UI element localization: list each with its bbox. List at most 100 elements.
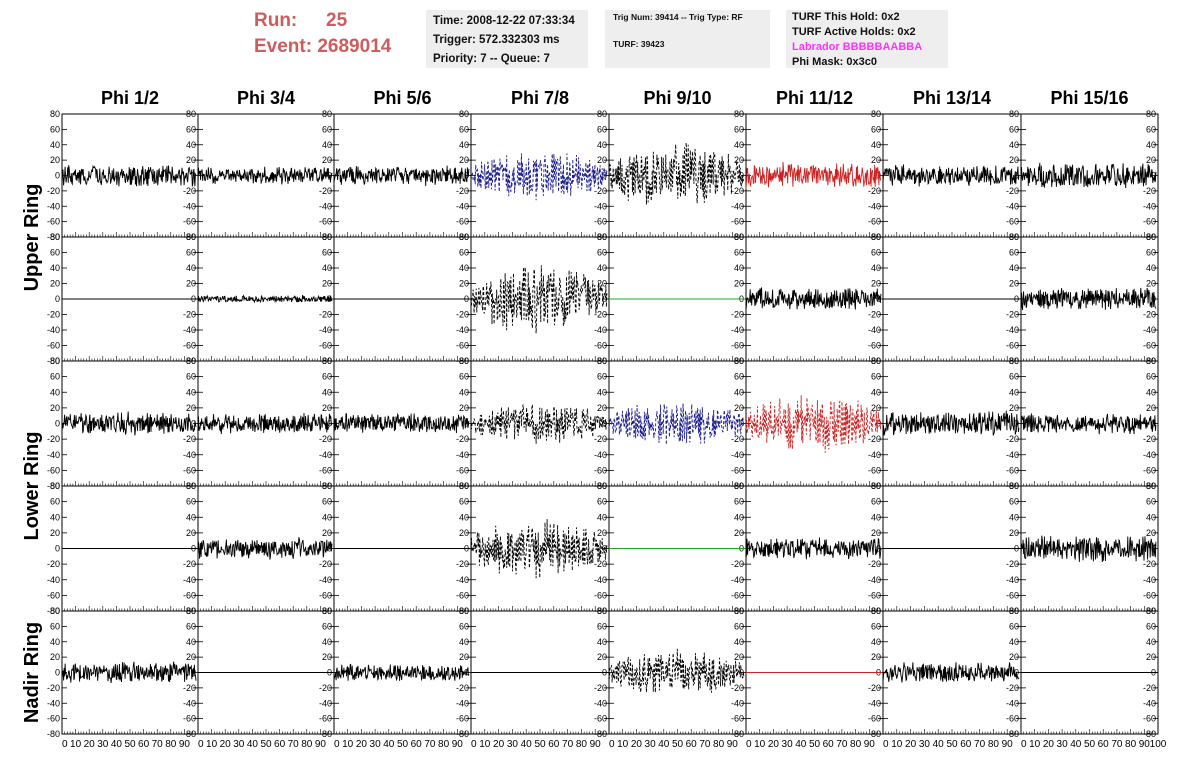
y-tick-label: -40	[456, 325, 469, 335]
x-tick-label: 0	[62, 739, 68, 750]
y-tick-label: -80	[47, 729, 60, 739]
y-tick-label: 40	[1146, 263, 1156, 273]
y-tick-label: 40	[322, 637, 332, 647]
y-tick-label: 60	[1009, 497, 1019, 507]
y-tick-label: 40	[597, 387, 607, 397]
y-tick-label: 60	[459, 124, 469, 134]
y-tick-label: -20	[183, 683, 196, 693]
y-tick-label: 40	[50, 263, 60, 273]
y-tick-label: 60	[1146, 372, 1156, 382]
y-tick-label: -60	[319, 714, 332, 724]
x-tick-label: 90	[590, 739, 602, 750]
y-tick-label: -40	[1143, 201, 1156, 211]
run-event-box: Run: 25 Event: 2689014	[254, 8, 391, 60]
y-tick-label: -40	[456, 698, 469, 708]
y-tick-label: 60	[322, 248, 332, 258]
column-header: Phi 1/2	[101, 88, 159, 108]
x-tick-label: 30	[1057, 739, 1069, 750]
y-tick-label: -80	[47, 606, 60, 616]
y-tick-label: 40	[734, 512, 744, 522]
y-tick-label: -60	[456, 217, 469, 227]
y-tick-label: -40	[47, 575, 60, 585]
y-tick-label: -40	[868, 201, 881, 211]
x-tick-label: 50	[672, 739, 684, 750]
y-tick-label: -40	[868, 575, 881, 585]
y-tick-label: 60	[597, 621, 607, 631]
y-tick-label: 40	[1009, 263, 1019, 273]
y-tick-label: -60	[183, 341, 196, 351]
y-tick-label: -20	[731, 683, 744, 693]
y-tick-label: 60	[871, 124, 881, 134]
y-tick-label: -60	[868, 590, 881, 600]
x-tick-label: 10	[891, 739, 903, 750]
y-tick-label: 0	[55, 544, 60, 554]
x-tick-label: 90	[1002, 739, 1014, 750]
y-tick-label: 20	[871, 652, 881, 662]
y-tick-label: -40	[319, 325, 332, 335]
y-tick-label: 20	[186, 155, 196, 165]
x-tick-label: 20	[768, 739, 780, 750]
x-tick-label: 60	[1098, 739, 1110, 750]
y-tick-label: -40	[1006, 201, 1019, 211]
y-tick-label: -20	[183, 310, 196, 320]
y-tick-label: -60	[319, 341, 332, 351]
x-tick-label: 10	[206, 739, 218, 750]
y-tick-label: 20	[734, 403, 744, 413]
waveform-trace	[608, 142, 745, 205]
y-tick-label: 80	[597, 356, 607, 366]
x-tick-label: 0	[198, 739, 204, 750]
y-tick-label: 20	[1009, 155, 1019, 165]
x-tick-label: 80	[438, 739, 450, 750]
y-tick-label: 80	[871, 481, 881, 491]
y-tick-label: 60	[597, 372, 607, 382]
column-header: Phi 15/16	[1050, 88, 1128, 108]
waveform-panel: -80 -80 -60 -60 -40 -40 -20 -20 0 0 20 20 40 40 60 60 80…	[47, 356, 199, 491]
y-tick-label: 40	[186, 140, 196, 150]
x-tick-label: 40	[658, 739, 670, 750]
y-tick-label: 80	[871, 109, 881, 119]
y-tick-label: -40	[868, 325, 881, 335]
y-tick-label: -60	[1006, 217, 1019, 227]
y-tick-label: 80	[1009, 606, 1019, 616]
y-tick-label: -60	[1143, 590, 1156, 600]
y-tick-label: 0	[1151, 171, 1156, 181]
y-tick-label: -40	[731, 325, 744, 335]
waveform-trace	[197, 166, 333, 185]
y-tick-label: -60	[731, 590, 744, 600]
trig-num-text: Trig Num: 39414 -- Trig Type: RF	[613, 12, 743, 22]
waveform-trace	[882, 662, 1020, 683]
y-tick-label: 20	[459, 403, 469, 413]
y-tick-label: -20	[1143, 186, 1156, 196]
y-tick-label: -40	[731, 201, 744, 211]
y-tick-label: -60	[1006, 714, 1019, 724]
x-tick-label: 60	[548, 739, 560, 750]
y-tick-label: -80	[319, 729, 332, 739]
y-tick-label: 20	[50, 652, 60, 662]
y-tick-label: -60	[1006, 465, 1019, 475]
y-tick-label: 40	[459, 263, 469, 273]
y-tick-label: -20	[1006, 434, 1019, 444]
y-tick-label: 80	[459, 606, 469, 616]
y-tick-label: -60	[319, 217, 332, 227]
y-tick-label: 40	[459, 387, 469, 397]
y-tick-label: 80	[50, 109, 60, 119]
y-tick-label: -20	[456, 434, 469, 444]
y-tick-label: 20	[1146, 528, 1156, 538]
y-tick-label: -20	[594, 559, 607, 569]
column-header: Phi 7/8	[511, 88, 569, 108]
y-tick-label: 20	[459, 155, 469, 165]
y-tick-label: -60	[183, 217, 196, 227]
y-tick-label: -20	[319, 434, 332, 444]
y-tick-label: -40	[731, 698, 744, 708]
y-tick-label: 20	[322, 279, 332, 289]
